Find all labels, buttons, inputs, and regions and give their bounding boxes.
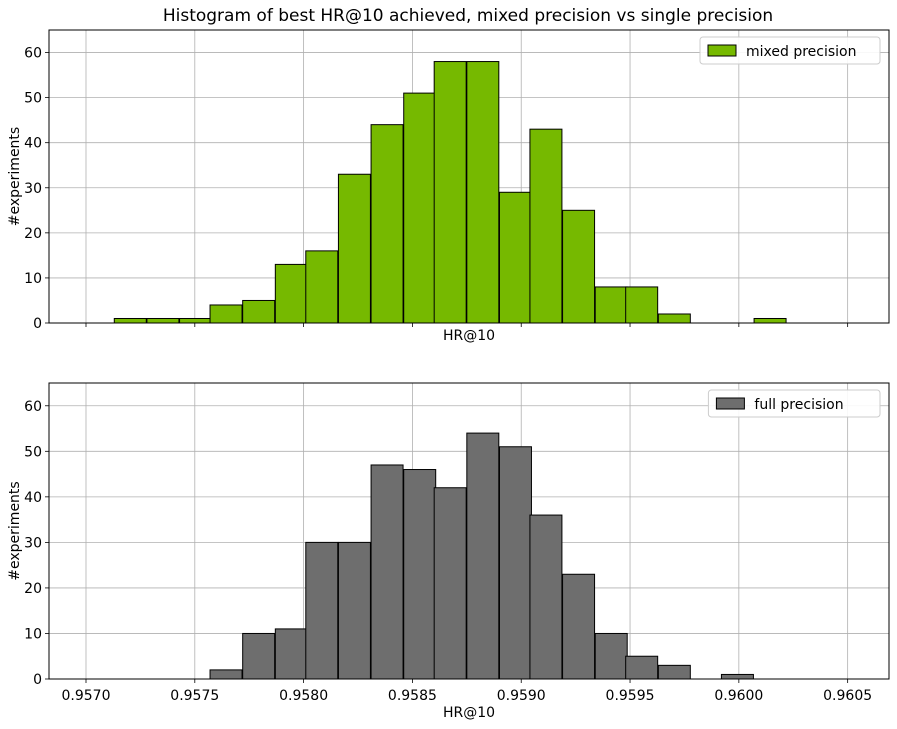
x-tick-label: 0.9575	[170, 688, 219, 704]
histogram-bar	[433, 61, 467, 324]
histogram-bar	[720, 673, 754, 680]
y-axis-label: #experiments	[7, 127, 23, 226]
histogram-bar	[466, 432, 500, 680]
histogram-bar	[562, 573, 596, 680]
legend-label: full precision	[754, 397, 843, 413]
legend-swatch	[715, 397, 745, 410]
histogram-bar	[594, 632, 628, 680]
x-tick-label: 0.9580	[279, 688, 328, 704]
histogram-bar	[305, 250, 339, 324]
histogram-bar	[274, 263, 308, 324]
legend-box	[707, 389, 881, 418]
histogram-bar	[529, 128, 563, 324]
histogram-bar	[337, 173, 371, 324]
y-tick-label: 0	[33, 316, 42, 332]
histogram-bar	[274, 628, 308, 680]
x-tick-label: 0.9595	[606, 688, 655, 704]
histogram-bar	[625, 655, 659, 680]
axes-frame	[48, 382, 890, 680]
x-tick-label: 0.9585	[388, 688, 437, 704]
histogram-bar	[146, 317, 180, 324]
top-panel-mixed-precision: 0 10 20 30 40 50 60 HR@10 #experiments mixed prec…	[7, 29, 890, 344]
histogram-bar	[433, 487, 467, 680]
histogram-bar	[625, 286, 659, 324]
histogram-bar	[594, 286, 628, 324]
x-tick-label: 0.9605	[823, 688, 872, 704]
histogram-bar	[498, 446, 532, 680]
x-axis-label: HR@10	[443, 328, 495, 344]
y-tick-label: 30	[24, 535, 42, 551]
y-tick-label: 40	[24, 136, 42, 152]
histogram-bar	[209, 304, 243, 324]
axes-frame	[48, 29, 890, 324]
histogram-bar	[403, 92, 437, 324]
chart-title: Histogram of best HR@10 achieved, mixed …	[163, 6, 773, 26]
y-tick-label: 50	[24, 91, 42, 107]
histogram-bar	[529, 514, 563, 680]
y-tick-label: 60	[24, 46, 42, 62]
y-tick-label: 10	[24, 271, 42, 287]
histogram-bar	[179, 317, 213, 324]
legend: mixed precision	[699, 36, 881, 65]
histogram-bar	[242, 632, 276, 680]
histogram-bar	[370, 124, 404, 324]
bottom-panel-full-precision: 0 10 20 30 40 50 60 0.9570 0.9575 0.9580 0.9585 0.9…	[7, 382, 890, 721]
histogram-bar	[466, 61, 500, 324]
histogram-bar	[403, 469, 437, 680]
histogram-bar	[657, 664, 691, 680]
y-tick-label: 30	[24, 181, 42, 197]
y-axis-label: #experiments	[7, 481, 23, 580]
y-tick-label: 60	[24, 399, 42, 415]
histogram-bar	[753, 317, 787, 324]
histogram-bar	[305, 541, 339, 680]
histogram-bar	[209, 669, 243, 680]
histogram-bar	[242, 299, 276, 324]
histogram-bar	[562, 209, 596, 324]
x-tick-label: 0.9570	[61, 688, 110, 704]
x-tick-label: 0.9600	[714, 688, 763, 704]
y-tick-label: 20	[24, 226, 42, 242]
x-axis-label: HR@10	[443, 705, 495, 721]
legend-box	[699, 36, 881, 65]
y-tick-label: 20	[24, 581, 42, 597]
legend-label: mixed precision	[746, 44, 857, 60]
y-tick-label: 0	[33, 672, 42, 688]
y-tick-label: 50	[24, 444, 42, 460]
y-tick-label: 40	[24, 490, 42, 506]
histogram-bar	[113, 317, 147, 324]
y-tick-label: 10	[24, 626, 42, 642]
histogram-bar	[498, 191, 532, 324]
legend: full precision	[707, 389, 881, 418]
x-tick-label: 0.9590	[497, 688, 546, 704]
histogram-bar	[337, 541, 371, 680]
legend-swatch	[707, 44, 737, 57]
histogram-bar	[657, 313, 691, 324]
histogram-bar	[370, 464, 404, 680]
